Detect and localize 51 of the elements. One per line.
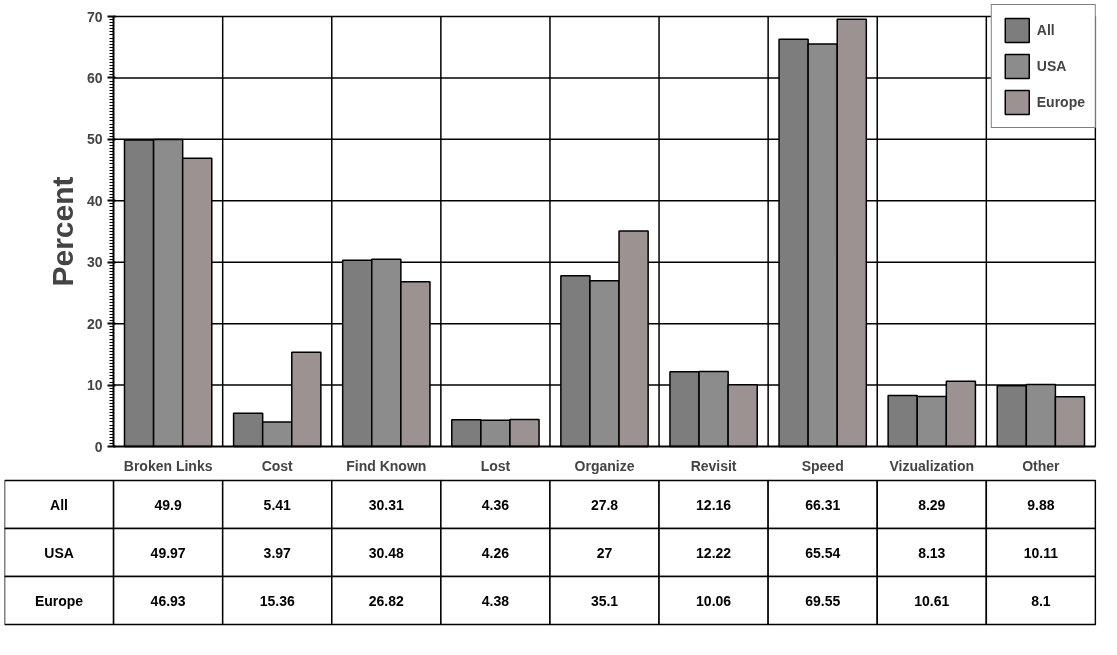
data-label: 8.13 bbox=[918, 544, 946, 561]
data-label: 65.54 bbox=[805, 544, 841, 561]
legend-label: USA bbox=[1036, 58, 1067, 74]
data-label: 69.55 bbox=[805, 592, 841, 609]
x-tick-label: Broken Links bbox=[123, 457, 213, 474]
data-label: 4.36 bbox=[481, 496, 510, 513]
data-label: 27 bbox=[596, 544, 613, 561]
data-label: 30.48 bbox=[368, 544, 405, 561]
data-label: 49.9 bbox=[154, 496, 182, 513]
data-label: 10.61 bbox=[914, 592, 950, 609]
data-label: 5.41 bbox=[263, 496, 292, 513]
y-tick-label: 60 bbox=[87, 69, 103, 86]
y-tick-label: 10 bbox=[87, 377, 103, 394]
data-label: 9.88 bbox=[1027, 496, 1055, 513]
x-tick-label: Lost bbox=[480, 457, 511, 474]
data-label: 10.11 bbox=[1023, 544, 1059, 561]
data-label: 30.31 bbox=[368, 496, 405, 513]
text: All bbox=[50, 496, 68, 513]
data-label: 3.97 bbox=[263, 544, 292, 561]
text: Europe bbox=[34, 592, 84, 609]
data-label: 8.29 bbox=[918, 496, 946, 513]
data-label: 10.06 bbox=[696, 592, 732, 609]
y-tick-label: 30 bbox=[87, 254, 103, 271]
x-tick-label: Speed bbox=[801, 457, 844, 474]
y-tick-label: 70 bbox=[87, 8, 103, 25]
data-label: 12.22 bbox=[696, 544, 732, 561]
y-tick-label: 40 bbox=[87, 192, 103, 209]
data-label: 27.8 bbox=[590, 496, 619, 513]
x-tick-label: Revisit bbox=[690, 457, 737, 474]
data-label: 26.82 bbox=[368, 592, 405, 609]
data-label: 4.38 bbox=[481, 592, 510, 609]
x-tick-label: Other bbox=[1022, 457, 1061, 474]
y-tick-label: 0 bbox=[94, 438, 103, 455]
data-label: 35.1 bbox=[590, 592, 619, 609]
data-label: 12.16 bbox=[696, 496, 732, 513]
y-tick-label: 50 bbox=[87, 131, 103, 148]
data-label: 15.36 bbox=[259, 592, 295, 609]
data-label: 66.31 bbox=[805, 496, 841, 513]
x-tick-label: Organize bbox=[574, 457, 635, 474]
data-label: 46.93 bbox=[150, 592, 186, 609]
y-axis-title: Percent bbox=[45, 176, 79, 287]
y-tick-label: 20 bbox=[87, 315, 103, 332]
x-tick-label: Cost bbox=[261, 457, 294, 474]
x-tick-label: Vizualization bbox=[889, 457, 975, 474]
data-label: 49.97 bbox=[150, 544, 186, 561]
x-tick-label: Find Known bbox=[346, 457, 427, 474]
data-label: 8.1 bbox=[1031, 592, 1051, 609]
data-label: 4.26 bbox=[481, 544, 510, 561]
text: USA bbox=[44, 544, 74, 561]
legend-label: Europe bbox=[1036, 94, 1085, 110]
legend-label: All bbox=[1036, 22, 1056, 38]
